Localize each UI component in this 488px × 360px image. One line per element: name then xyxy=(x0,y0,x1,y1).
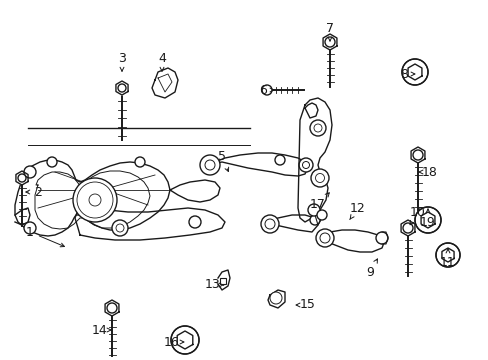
Text: 13: 13 xyxy=(204,279,223,292)
Polygon shape xyxy=(267,290,285,308)
Polygon shape xyxy=(400,220,414,236)
Text: 6: 6 xyxy=(259,84,273,96)
Circle shape xyxy=(325,37,334,47)
Bar xyxy=(220,278,225,284)
Polygon shape xyxy=(218,270,229,290)
Circle shape xyxy=(401,59,427,85)
Polygon shape xyxy=(267,215,317,232)
Circle shape xyxy=(118,84,126,92)
Circle shape xyxy=(298,158,312,172)
Circle shape xyxy=(375,232,387,244)
Polygon shape xyxy=(317,230,384,252)
Text: 7: 7 xyxy=(325,22,333,41)
Text: 9: 9 xyxy=(366,259,377,279)
Text: 12: 12 xyxy=(349,202,365,220)
Polygon shape xyxy=(297,98,331,222)
Text: 14: 14 xyxy=(92,324,111,337)
Text: 3: 3 xyxy=(118,51,126,71)
Circle shape xyxy=(315,229,333,247)
Circle shape xyxy=(24,166,36,178)
Circle shape xyxy=(112,220,128,236)
Circle shape xyxy=(73,178,117,222)
Polygon shape xyxy=(410,147,424,163)
Circle shape xyxy=(171,326,199,354)
Text: 8: 8 xyxy=(399,68,414,81)
Circle shape xyxy=(18,174,26,182)
Circle shape xyxy=(309,215,319,225)
Text: 5: 5 xyxy=(218,150,228,171)
Circle shape xyxy=(24,222,36,234)
Text: 17: 17 xyxy=(309,193,328,211)
Polygon shape xyxy=(152,68,178,98)
Text: 10: 10 xyxy=(409,206,425,225)
Circle shape xyxy=(189,216,201,228)
Circle shape xyxy=(412,150,422,160)
Polygon shape xyxy=(16,171,28,185)
Polygon shape xyxy=(323,34,336,50)
Polygon shape xyxy=(207,153,307,176)
Polygon shape xyxy=(116,81,128,95)
Circle shape xyxy=(200,155,220,175)
Text: 19: 19 xyxy=(419,209,435,229)
Circle shape xyxy=(310,169,328,187)
Circle shape xyxy=(414,207,440,233)
Circle shape xyxy=(435,243,459,267)
Circle shape xyxy=(316,210,326,220)
Polygon shape xyxy=(15,208,30,225)
Circle shape xyxy=(307,204,319,216)
Text: 16: 16 xyxy=(164,336,183,348)
Circle shape xyxy=(261,215,279,233)
Circle shape xyxy=(135,157,145,167)
Circle shape xyxy=(262,85,271,95)
Text: 11: 11 xyxy=(439,249,455,269)
Circle shape xyxy=(107,303,117,313)
Circle shape xyxy=(269,292,282,304)
Text: 15: 15 xyxy=(295,298,315,311)
Text: 18: 18 xyxy=(418,166,437,179)
Text: 2: 2 xyxy=(26,185,42,198)
Polygon shape xyxy=(170,180,220,202)
Circle shape xyxy=(274,155,285,165)
Polygon shape xyxy=(105,300,119,316)
Text: 1: 1 xyxy=(26,225,64,247)
Text: 4: 4 xyxy=(158,51,165,71)
Circle shape xyxy=(47,157,57,167)
Circle shape xyxy=(402,223,412,233)
Circle shape xyxy=(309,120,325,136)
